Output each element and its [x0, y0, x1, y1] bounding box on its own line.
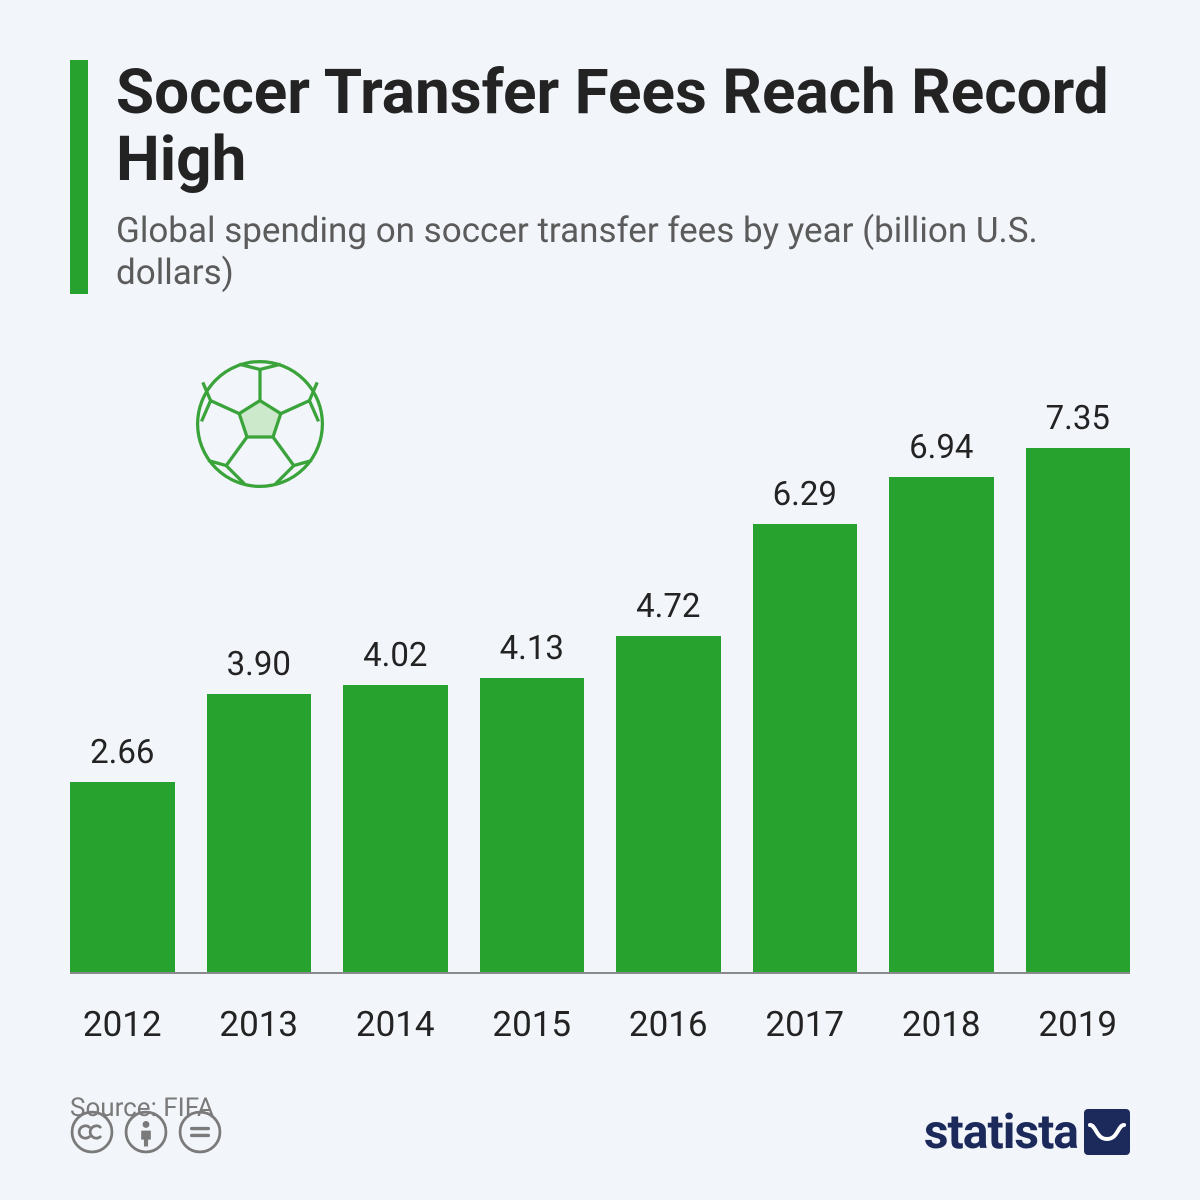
x-axis-label: 2012 [70, 1004, 175, 1045]
x-axis-label: 2016 [616, 1004, 721, 1045]
bar [753, 524, 858, 972]
bar-value-label: 2.66 [90, 733, 154, 772]
bar-value-label: 3.90 [227, 645, 291, 684]
bar-column: 7.35 [1026, 344, 1131, 972]
x-axis-label: 2018 [889, 1004, 994, 1045]
bar-column: 4.02 [343, 344, 448, 972]
bar [207, 694, 312, 972]
bar-column: 4.13 [480, 344, 585, 972]
bar-column: 4.72 [616, 344, 721, 972]
x-axis-label: 2014 [343, 1004, 448, 1045]
bar [1026, 448, 1131, 972]
x-axis-label: 2013 [207, 1004, 312, 1045]
bar [889, 477, 994, 971]
bar-value-label: 7.35 [1046, 399, 1110, 438]
bar-value-label: 6.94 [909, 428, 973, 467]
bar-value-label: 6.29 [773, 475, 837, 514]
statista-logo: statista [924, 1103, 1130, 1160]
x-axis-label: 2015 [480, 1004, 585, 1045]
chart-title: Soccer Transfer Fees Reach Record High [116, 60, 1130, 194]
accent-bar [70, 60, 88, 294]
bar-column: 3.90 [207, 344, 312, 972]
by-icon [124, 1110, 168, 1154]
x-axis-labels: 2012 2013 2014 2015 2016 2017 2018 2019 [70, 1004, 1130, 1045]
bar-column: 2.66 [70, 344, 175, 972]
nd-icon [178, 1110, 222, 1154]
bar-value-label: 4.13 [500, 629, 564, 668]
bar-column: 6.29 [753, 344, 858, 972]
bar [70, 782, 175, 972]
cc-icon [70, 1110, 114, 1154]
bars-container: 2.66 3.90 4.02 4.13 4.72 6.29 6.94 7.35 [70, 344, 1130, 974]
x-axis-label: 2017 [753, 1004, 858, 1045]
bar [616, 636, 721, 972]
bar-column: 6.94 [889, 344, 994, 972]
title-block: Soccer Transfer Fees Reach Record High G… [116, 60, 1130, 294]
bar-value-label: 4.72 [636, 587, 700, 626]
logo-wave-icon [1084, 1109, 1130, 1155]
license-icons [70, 1110, 222, 1154]
header: Soccer Transfer Fees Reach Record High G… [70, 60, 1130, 294]
bar [343, 685, 448, 971]
chart-subtitle: Global spending on soccer transfer fees … [116, 210, 1130, 294]
x-axis-label: 2019 [1026, 1004, 1131, 1045]
footer: statista [70, 1103, 1130, 1160]
chart-area: 2.66 3.90 4.02 4.13 4.72 6.29 6.94 7.35 [70, 344, 1130, 974]
bar-value-label: 4.02 [363, 636, 427, 675]
logo-text: statista [924, 1103, 1078, 1160]
bar [480, 678, 585, 972]
